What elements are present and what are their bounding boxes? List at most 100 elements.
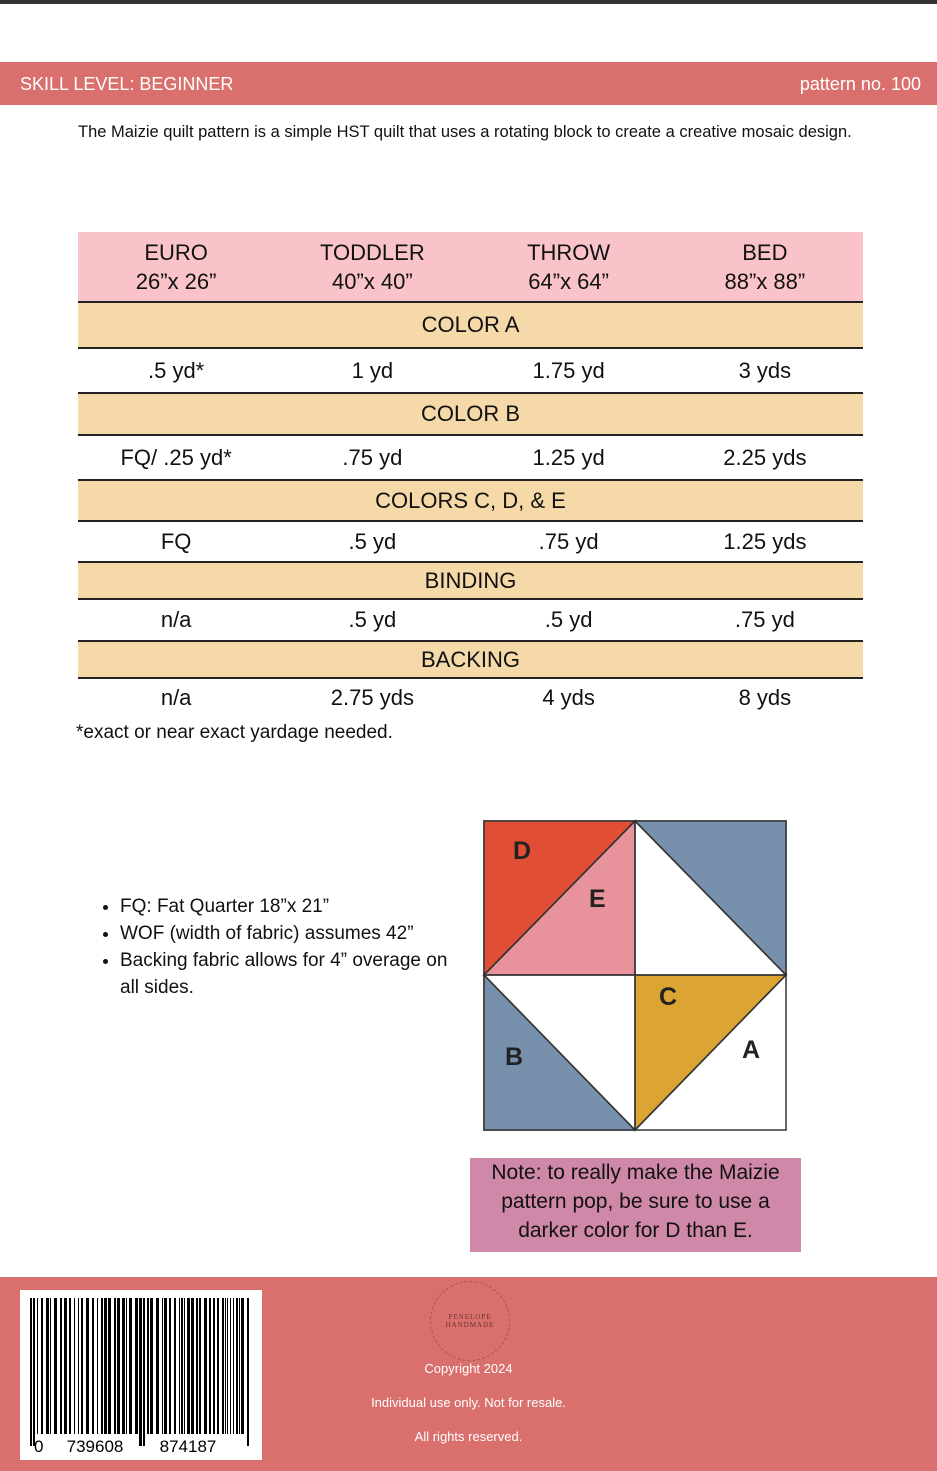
size-cell: BED 88”x 88” [667, 238, 863, 296]
barcode-bar [97, 1298, 98, 1434]
pattern-no: pattern no. 100 [799, 74, 921, 94]
barcode-bar [162, 1298, 163, 1434]
size-dims: 26”x 26” [135, 268, 217, 294]
value-cell: 2.75 yds [330, 684, 414, 710]
value-cell: .5 yd [544, 607, 593, 632]
value-cell: 8 yds [738, 684, 792, 710]
bullet: Backing fabric allows for 4” overage on … [120, 947, 460, 1001]
barcode-bar [196, 1298, 198, 1434]
top-bar [0, 0, 937, 4]
size-cell: THROW 64”x 64” [471, 238, 667, 296]
usage: Individual use only. Not for resale. [371, 1395, 566, 1410]
barcode-bar [199, 1298, 201, 1434]
value-cell: .75 yd [538, 528, 599, 554]
rights: All rights reserved. [414, 1429, 523, 1444]
footer: 0 739608 874187 PENELOPE HANDMADE Copyri… [0, 1277, 937, 1471]
value-row: n/a .5 yd .5 yd .75 yd [78, 600, 863, 640]
barcode-bar [209, 1298, 211, 1434]
size-name: TODDLER [320, 239, 425, 265]
value-row: .5 yd* 1 yd 1.75 yd 3 yds [78, 349, 863, 392]
barcode-bar [143, 1298, 145, 1446]
barcode-bar [126, 1298, 127, 1434]
size-name: BED [742, 239, 788, 265]
barcode-bar [150, 1298, 153, 1434]
intro: The Maizie quilt pattern is a simple HST… [78, 123, 852, 141]
barcode-bar [147, 1298, 149, 1434]
value-cell: .5 yd [348, 607, 397, 632]
value-cell: .5 yd* [147, 357, 205, 383]
value-cell: .75 yd [342, 444, 403, 470]
barcode-bar [204, 1298, 207, 1434]
barcode-bar [191, 1298, 194, 1434]
barcode-bar [247, 1298, 249, 1446]
barcode-bar [169, 1298, 171, 1434]
barcode-bar [92, 1298, 94, 1434]
barcode-bar [174, 1298, 176, 1434]
section-title: BACKING [78, 640, 863, 679]
barcode-bar [46, 1298, 49, 1434]
value-row: n/a 2.75 yds 4 yds 8 yds [78, 679, 863, 716]
barcode-bar [217, 1298, 219, 1434]
barcode-digit: 739608 [67, 1437, 124, 1456]
barcode-bar [101, 1298, 103, 1434]
value-cell: 1.25 yds [723, 528, 807, 554]
barcode-bar [114, 1298, 116, 1434]
value-cell: 1.75 yd [532, 357, 605, 383]
barcode-bar [33, 1298, 35, 1446]
diagram-label: A [742, 1036, 760, 1064]
barcode-bar [117, 1298, 120, 1434]
barcode-bar [184, 1298, 185, 1434]
barcode-bar [30, 1298, 32, 1446]
size-dims: 64”x 64” [528, 268, 609, 294]
value-cell: n/a [160, 684, 192, 710]
bullet: WOF (width of fabric) assumes 42” [120, 920, 460, 947]
skill-level: SKILL LEVEL: BEGINNER [20, 74, 234, 94]
barcode-bar [239, 1298, 240, 1434]
barcode-bar [78, 1298, 79, 1434]
barcode-bar [156, 1298, 159, 1434]
section-title: COLOR B [78, 392, 863, 436]
note: Note: to really make the Maizie pattern … [470, 1158, 801, 1252]
barcode-bar [37, 1298, 38, 1434]
value-row: FQ/ .25 yd* .75 yd 1.25 yd 2.25 yds [78, 436, 863, 479]
bullet: FQ: Fat Quarter 18”x 21” [120, 893, 460, 920]
size-dims: 88”x 88” [724, 268, 806, 294]
value-row: FQ .5 yd .75 yd 1.25 yds [78, 522, 863, 561]
barcode-bar [74, 1298, 75, 1434]
copyright: Copyright 2024 [424, 1361, 513, 1376]
barcode-bar [122, 1298, 125, 1434]
barcode-bar [86, 1298, 89, 1434]
section-title: COLORS C, D, & E [78, 479, 863, 522]
barcode-bar [230, 1298, 231, 1434]
block-diagram: D E C A B [482, 819, 788, 1132]
table-header: EURO 26”x 26” TODDLER 40”x 40” THROW 64”x 64”… [78, 232, 863, 301]
barcode-bar [213, 1298, 215, 1434]
diagram-label: C [659, 983, 677, 1011]
barcode-bar [50, 1298, 51, 1434]
value-cell: .75 yd [734, 607, 795, 632]
barcode-bar [81, 1298, 83, 1434]
barcode-bar [164, 1298, 167, 1434]
size-name: EURO [144, 239, 208, 265]
value-cell: FQ [160, 528, 192, 554]
logo: PENELOPE HANDMADE [430, 1281, 510, 1361]
barcode-bar [233, 1298, 234, 1434]
barcode-digit: 0 [34, 1437, 43, 1456]
barcode-bar [69, 1298, 71, 1434]
value-cell: 1.25 yd [532, 444, 605, 470]
value-cell: .5 yd [348, 528, 397, 554]
value-cell: n/a [160, 607, 192, 632]
value-cell: 2.25 yds [723, 444, 807, 470]
value-cell: 3 yds [738, 357, 792, 383]
size-dims: 40”x 40” [332, 268, 413, 294]
barcode-bar [227, 1298, 228, 1434]
diagram-label: B [505, 1043, 523, 1071]
diagram-label: D [513, 837, 531, 865]
barcode-bar [222, 1298, 224, 1434]
section-title: BINDING [78, 561, 863, 600]
barcode-bar [241, 1298, 244, 1434]
barcode-digit: 874187 [160, 1437, 217, 1456]
barcode-bar [139, 1298, 142, 1446]
barcode-bar [64, 1298, 67, 1434]
